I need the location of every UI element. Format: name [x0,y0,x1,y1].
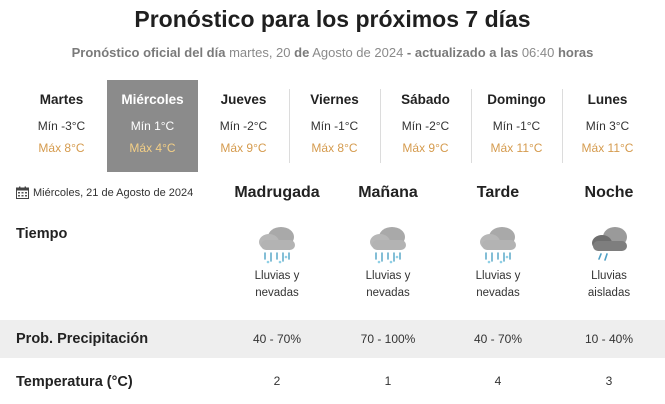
rain-snow-cloud-icon [480,227,516,264]
day-tab-lunes[interactable]: Lunes Mín 3°C Máx 11°C [562,80,653,172]
temp-madrugada: 2 [273,374,281,388]
day-min-temp: Mín 3°C [585,119,630,133]
day-min-temp: Mín -2°C [219,119,268,133]
forecast-tarde: Lluvias y nevadas [443,224,553,302]
day-min-temp: Mín -3°C [37,119,86,133]
row-label-weather: Tiempo [16,226,68,242]
day-tab-sabado[interactable]: Sábado Mín -2°C Máx 9°C [380,80,471,172]
day-name: Martes [39,92,84,107]
day-min-temp: Mín -1°C [492,119,541,133]
day-max-temp: Máx 11°C [581,141,634,155]
subtitle-updated: - actualizado a las [406,45,519,60]
precip-madrugada: 40 - 70% [252,332,302,346]
day-name: Miércoles [121,92,184,107]
forecast-manana: Lluvias y nevadas [333,224,443,302]
day-tab-miercoles[interactable]: Miércoles Mín 1°C Máx 4°C [107,80,198,172]
weather-description: Lluvias aisladas [554,268,664,302]
day-tab-martes[interactable]: Martes Mín -3°C Máx 8°C [16,80,107,172]
day-name: Jueves [220,92,267,107]
subtitle-month-year: Agosto de 2024 [312,45,404,60]
precipitation-row [0,320,665,358]
day-max-temp: Máx 9°C [402,141,449,155]
weather-desc-line2: nevadas [366,287,410,299]
day-min-temp: Mín -2°C [401,119,450,133]
day-name: Sábado [401,92,450,107]
weather-desc-line1: Lluvias y [475,270,521,282]
selected-date: Miércoles, 21 de Agosto de 2024 [16,186,193,199]
row-label-temperature: Temperatura (°C) [16,374,133,390]
day-max-temp: Máx 8°C [311,141,358,155]
day-max-temp: Máx 8°C [38,141,85,155]
forecast-madrugada: Lluvias y nevadas [222,224,332,302]
day-tabs: Martes Mín -3°C Máx 8°C Miércoles Mín 1°… [16,80,653,172]
subtitle-time: 06:40 [521,45,555,60]
weather-description: Lluvias y nevadas [443,268,553,302]
forecast-subtitle: Pronóstico oficial del día martes, 20 de… [0,45,665,60]
period-madrugada: Madrugada [234,184,320,201]
period-manana: Mañana [358,184,418,201]
precip-tarde: 40 - 70% [473,332,523,346]
calendar-icon [16,186,29,199]
subtitle-prefix: Pronóstico oficial del día [71,45,226,60]
day-name: Viernes [310,92,359,107]
day-max-temp: Máx 4°C [129,141,176,155]
temp-manana: 1 [384,374,392,388]
selected-date-text: Miércoles, 21 de Agosto de 2024 [33,186,194,199]
weather-desc-line1: Lluvias y [254,270,300,282]
temp-noche: 3 [605,374,613,388]
day-tab-viernes[interactable]: Viernes Mín -1°C Máx 8°C [289,80,380,172]
weather-desc-line2: nevadas [476,287,520,299]
day-max-temp: Máx 9°C [220,141,267,155]
day-min-temp: Mín -1°C [310,119,359,133]
weather-desc-line2: nevadas [255,287,299,299]
day-name: Lunes [587,92,628,107]
forecast-noche: Lluvias aisladas [554,224,664,302]
temp-tarde: 4 [494,374,502,388]
period-noche: Noche [584,184,634,201]
weather-desc-line1: Lluvias [591,270,627,282]
subtitle-weekday: martes, 20 [229,45,291,60]
weather-desc-line2: aisladas [587,287,631,299]
weather-description: Lluvias y nevadas [333,268,443,302]
subtitle-suffix: horas [557,45,594,60]
period-tarde: Tarde [476,184,520,201]
weather-desc-line1: Lluvias y [365,270,411,282]
precip-manana: 70 - 100% [360,332,416,346]
precip-noche: 10 - 40% [584,332,634,346]
page-title: Pronóstico para los próximos 7 días [134,6,531,32]
day-tab-jueves[interactable]: Jueves Mín -2°C Máx 9°C [198,80,289,172]
isolated-rain-cloud-icon [592,227,627,261]
weather-description: Lluvias y nevadas [222,268,332,302]
day-max-temp: Máx 11°C [490,141,543,155]
rain-snow-cloud-icon [370,227,406,264]
rain-snow-cloud-icon [259,227,295,264]
day-name: Domingo [487,92,546,107]
row-label-precipitation: Prob. Precipitación [16,331,149,347]
subtitle-de: de [294,45,310,60]
day-min-temp: Mín 1°C [130,119,175,133]
day-tab-domingo[interactable]: Domingo Mín -1°C Máx 11°C [471,80,562,172]
